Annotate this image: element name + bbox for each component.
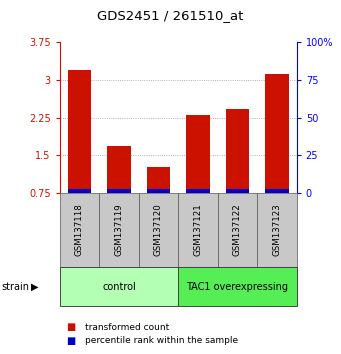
Bar xyxy=(178,193,218,267)
Bar xyxy=(68,189,91,193)
Text: control: control xyxy=(102,282,136,292)
Text: TAC1 overexpressing: TAC1 overexpressing xyxy=(187,282,288,292)
Text: GSM137121: GSM137121 xyxy=(193,204,203,257)
Bar xyxy=(218,193,257,267)
Text: transformed count: transformed count xyxy=(85,323,169,332)
Text: GSM137123: GSM137123 xyxy=(272,204,281,257)
Text: GSM137118: GSM137118 xyxy=(75,204,84,257)
Text: GDS2451 / 261510_at: GDS2451 / 261510_at xyxy=(97,10,244,22)
Text: GSM137122: GSM137122 xyxy=(233,204,242,257)
Bar xyxy=(265,74,289,193)
Bar xyxy=(60,267,178,306)
Bar xyxy=(147,167,170,193)
Bar xyxy=(265,189,289,193)
Text: percentile rank within the sample: percentile rank within the sample xyxy=(85,336,238,345)
Bar xyxy=(107,189,131,193)
Bar xyxy=(60,193,99,267)
Bar xyxy=(226,189,249,193)
Bar xyxy=(107,146,131,193)
Text: ▶: ▶ xyxy=(31,282,39,292)
Text: ■: ■ xyxy=(66,322,76,332)
Text: GSM137119: GSM137119 xyxy=(115,204,123,256)
Text: GSM137120: GSM137120 xyxy=(154,204,163,257)
Bar xyxy=(68,70,91,193)
Text: strain: strain xyxy=(2,282,30,292)
Bar xyxy=(257,193,297,267)
Bar xyxy=(178,267,297,306)
Bar xyxy=(186,189,210,193)
Bar xyxy=(147,189,170,193)
Text: ■: ■ xyxy=(66,336,76,346)
Bar xyxy=(99,193,139,267)
Bar xyxy=(186,115,210,193)
Bar xyxy=(139,193,178,267)
Bar xyxy=(226,109,249,193)
